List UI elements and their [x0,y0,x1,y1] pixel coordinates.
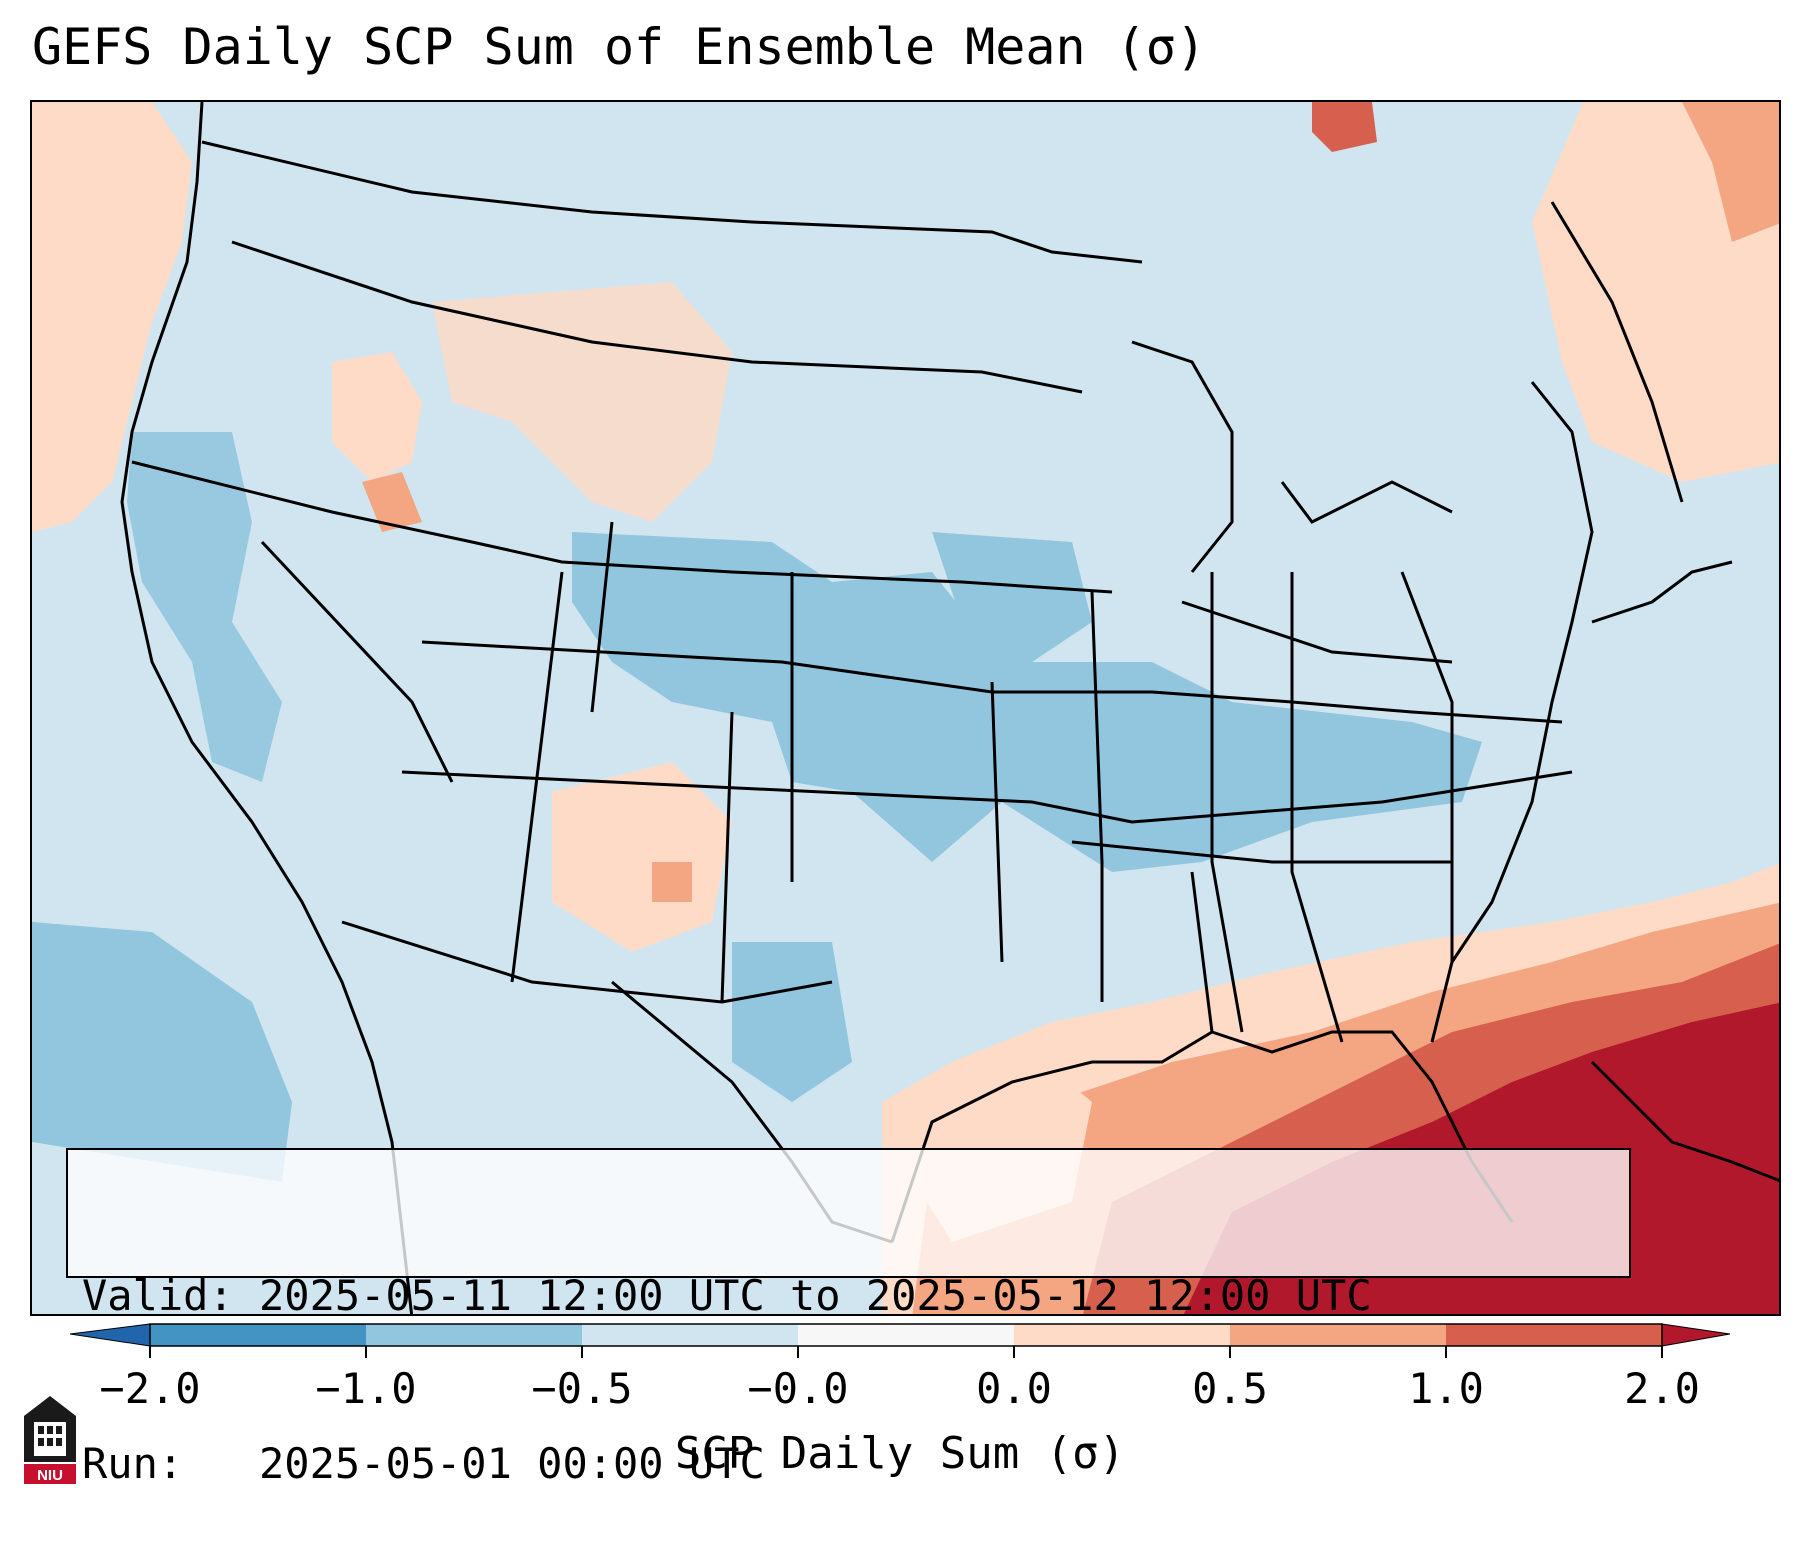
colorbar-tick-label: 0.5 [1192,1364,1268,1413]
valid-row: Valid: 2025-05-11 12:00 UTC to 2025-05-1… [82,1268,1629,1324]
map-panel [30,100,1781,1316]
colorbar-tick-label: −0.0 [747,1364,849,1413]
colorbar-segment [1230,1324,1446,1346]
colorbar-segment [1446,1324,1662,1346]
colorbar-tick-label: −2.0 [99,1364,201,1413]
colorbar-tick-label: −1.0 [315,1364,417,1413]
colorbar-segment [1014,1324,1230,1346]
run-row: Run: 2025-05-01 00:00 UTC [82,1436,1629,1492]
run-value: 2025-05-01 00:00 UTC [259,1439,765,1488]
valid-value: 2025-05-11 12:00 UTC to 2025-05-12 12:00… [259,1271,1372,1320]
colorbar-tick-label: 0.0 [976,1364,1052,1413]
colorbar-segment [366,1324,582,1346]
run-label: Run: [82,1439,184,1488]
page-title: GEFS Daily SCP Sum of Ensemble Mean (σ) [32,18,1206,76]
colorbar-segment [798,1324,1014,1346]
niu-logo-text: NIU [37,1467,63,1484]
colorbar-label: SCP Daily Sum (σ) [674,1428,1126,1479]
colorbar-tick-label: −0.5 [531,1364,633,1413]
state-boundaries [120,102,1779,1314]
colorbar-segment [582,1324,798,1346]
colorbar-tick-label: 2.0 [1624,1364,1700,1413]
valid-label: Valid: [82,1271,234,1320]
colorbar-extend-low [70,1323,151,1347]
field-region [32,102,192,532]
scp-field-map [32,102,1779,1314]
colorbar [70,1323,1730,1358]
valid-run-info-box: Valid: 2025-05-11 12:00 UTC to 2025-05-1… [66,1148,1631,1488]
niu-building-icon: NIU [24,1396,76,1484]
colorbar-extend-high [1661,1323,1730,1347]
colorbar-segment [150,1324,366,1346]
colorbar-tick-label: 1.0 [1408,1364,1484,1413]
